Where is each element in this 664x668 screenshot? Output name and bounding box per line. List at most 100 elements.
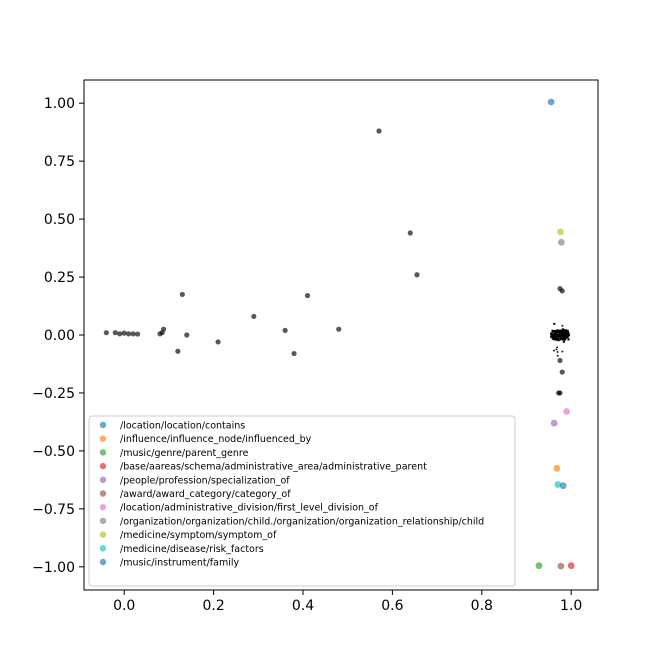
legend-marker xyxy=(99,462,107,470)
data-point-cluster xyxy=(565,333,568,336)
x-tick-label: 0.2 xyxy=(202,598,224,614)
legend-label: /people/profession/specialization_of xyxy=(120,475,290,486)
data-point-cluster xyxy=(556,354,559,357)
data-point-cluster xyxy=(560,334,563,337)
data-point-background xyxy=(251,313,257,320)
legend-marker xyxy=(99,476,107,483)
legend-label: /organization/organization/child./organi… xyxy=(120,516,484,527)
legend-label: /medicine/symptom/symptom_of xyxy=(120,530,277,541)
legend-label: /medicine/disease/risk_factors xyxy=(120,544,264,555)
legend-label: /music/genre/parent_genre xyxy=(120,448,249,459)
data-point-background xyxy=(112,330,118,336)
data-point-series-10 xyxy=(559,482,567,490)
legend-label: /award/award_category/category_of xyxy=(120,489,291,500)
data-point-background xyxy=(559,288,565,294)
legend-box xyxy=(88,415,516,587)
y-tick-label: 0.25 xyxy=(44,270,75,286)
data-point-series-9 xyxy=(554,481,562,488)
data-point-series-2 xyxy=(535,562,543,570)
data-point-cluster xyxy=(565,329,568,332)
y-tick-label: 0.00 xyxy=(44,328,75,344)
legend-marker xyxy=(99,449,107,456)
legend-label: /music/instrument/family xyxy=(120,558,239,569)
data-point-series-3 xyxy=(567,562,575,570)
data-point-series-4 xyxy=(550,419,558,427)
legend-label: /location/location/contains xyxy=(120,421,245,432)
x-tick-label: 0.8 xyxy=(471,598,493,614)
x-tick-label: 0.4 xyxy=(292,598,314,614)
data-point-cluster xyxy=(563,338,566,341)
data-point-cluster xyxy=(554,335,557,338)
data-point-cluster xyxy=(553,337,556,341)
data-point-background xyxy=(407,230,413,236)
data-point-cluster xyxy=(561,327,564,330)
legend-label: /influence/influence_node/influenced_by xyxy=(120,434,312,445)
legend-marker xyxy=(99,504,107,511)
data-point-cluster xyxy=(555,348,558,351)
data-point-background xyxy=(557,357,563,364)
y-tick-label: 0.50 xyxy=(44,212,75,228)
data-point-cluster xyxy=(553,323,556,326)
data-point-series-7 xyxy=(557,238,565,246)
data-point-cluster xyxy=(562,341,565,344)
data-point-cluster xyxy=(558,332,561,335)
y-tick-label: −0.50 xyxy=(32,444,75,460)
data-point-cluster xyxy=(561,350,564,353)
data-point-cluster xyxy=(554,331,557,334)
data-point-cluster xyxy=(564,330,568,334)
y-tick-label: −0.75 xyxy=(32,502,75,518)
x-tick-label: 1.0 xyxy=(560,598,582,614)
data-point-cluster xyxy=(563,335,566,338)
data-point-background xyxy=(160,326,167,332)
data-point-background xyxy=(336,326,342,332)
data-point-cluster xyxy=(559,338,562,341)
data-point-background xyxy=(215,339,221,345)
data-point-cluster xyxy=(550,332,553,335)
data-point-series-6 xyxy=(563,408,571,415)
data-point-background xyxy=(304,292,311,299)
data-point-cluster xyxy=(560,336,563,339)
data-point-background xyxy=(103,330,109,336)
data-point-series-8 xyxy=(557,228,564,236)
x-tick-label: 0.6 xyxy=(381,598,403,614)
legend-marker xyxy=(99,421,107,429)
legend-marker xyxy=(99,490,107,497)
data-point-background xyxy=(376,128,382,134)
data-point-background xyxy=(414,272,420,278)
data-point-background xyxy=(184,332,190,338)
data-point-background xyxy=(179,291,185,298)
legend: /location/location/contains/influence/in… xyxy=(88,415,516,587)
data-point-background xyxy=(291,350,297,357)
legend-label: /location/administrative_division/first_… xyxy=(120,503,379,514)
data-point-background xyxy=(559,369,565,375)
data-point-background xyxy=(126,331,132,337)
data-point-cluster xyxy=(552,349,555,352)
legend-marker xyxy=(99,545,107,552)
data-point-background xyxy=(556,390,562,396)
data-point-background xyxy=(117,331,123,337)
data-point-background xyxy=(130,331,136,337)
plot-area xyxy=(103,98,575,570)
data-point-background xyxy=(121,330,127,336)
data-point-cluster xyxy=(557,339,560,342)
y-tick-label: −1.00 xyxy=(32,560,75,576)
y-tick-label: −0.25 xyxy=(32,386,75,402)
data-point-cluster xyxy=(567,338,570,341)
x-tick-label: 0.0 xyxy=(113,598,135,614)
data-point-cluster xyxy=(561,324,564,327)
data-point-background xyxy=(175,348,181,354)
y-tick-label: 0.75 xyxy=(44,154,75,170)
data-point-cluster xyxy=(550,335,554,338)
legend-marker xyxy=(99,558,107,566)
data-point-background xyxy=(282,327,288,333)
data-point-series-5 xyxy=(557,562,565,570)
data-point-background xyxy=(135,331,141,337)
legend-marker xyxy=(99,435,107,442)
legend-label: /base/aareas/schema/administrative_area/… xyxy=(120,462,427,473)
data-point-series-1 xyxy=(553,464,561,472)
data-point-cluster xyxy=(556,351,559,354)
legend-marker xyxy=(99,517,107,525)
data-point-cluster xyxy=(561,331,564,334)
